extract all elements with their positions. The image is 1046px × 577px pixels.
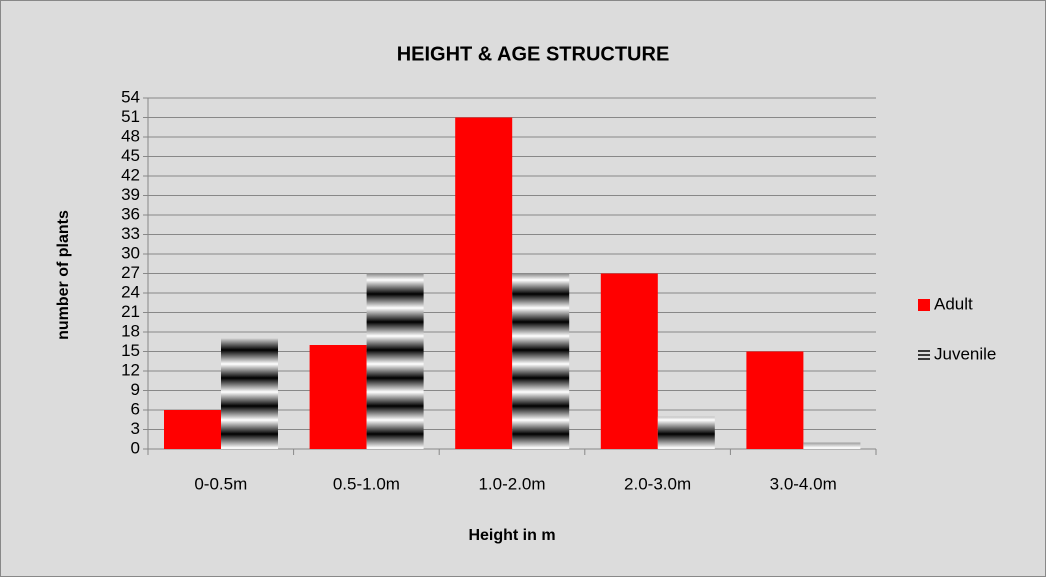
y-tick-label: 33 bbox=[121, 224, 140, 243]
y-tick-label: 9 bbox=[131, 380, 140, 399]
chart-title: HEIGHT & AGE STRUCTURE bbox=[397, 43, 670, 65]
bar bbox=[366, 273, 424, 449]
y-tick-label: 45 bbox=[121, 146, 140, 165]
y-tick-label: 51 bbox=[121, 107, 140, 126]
y-tick-label: 54 bbox=[121, 87, 140, 106]
bar bbox=[746, 351, 804, 449]
bar bbox=[512, 273, 570, 449]
bar bbox=[309, 345, 367, 449]
legend-label: Adult bbox=[934, 294, 973, 313]
bar bbox=[657, 416, 715, 449]
x-tick-label: 0-0.5m bbox=[194, 474, 247, 493]
bar bbox=[600, 273, 658, 449]
y-tick-label: 48 bbox=[121, 126, 140, 145]
x-tick-label: 3.0-4.0m bbox=[770, 474, 837, 493]
x-tick-label: 2.0-3.0m bbox=[624, 474, 691, 493]
legend-label: Juvenile bbox=[934, 344, 996, 363]
x-axis-title: Height in m bbox=[468, 527, 555, 544]
bar bbox=[455, 117, 513, 449]
y-tick-label: 3 bbox=[131, 419, 140, 438]
y-tick-label: 0 bbox=[131, 438, 140, 457]
y-tick-label: 24 bbox=[121, 282, 140, 301]
bar bbox=[803, 442, 861, 449]
legend-swatch bbox=[918, 299, 930, 311]
y-tick-label: 42 bbox=[121, 165, 140, 184]
y-tick-label: 30 bbox=[121, 243, 140, 262]
y-tick-label: 12 bbox=[121, 360, 140, 379]
y-tick-label: 15 bbox=[121, 341, 140, 360]
x-tick-label: 0.5-1.0m bbox=[333, 474, 400, 493]
y-tick-label: 6 bbox=[131, 399, 140, 418]
x-tick-label: 1.0-2.0m bbox=[478, 474, 545, 493]
y-tick-label: 21 bbox=[121, 302, 140, 321]
y-axis-title: number of plants bbox=[55, 210, 72, 340]
y-tick-label: 18 bbox=[121, 321, 140, 340]
y-tick-label: 27 bbox=[121, 263, 140, 282]
bar bbox=[164, 410, 221, 449]
y-tick-label: 39 bbox=[121, 185, 140, 204]
bar bbox=[221, 338, 278, 449]
y-tick-label: 36 bbox=[121, 204, 140, 223]
